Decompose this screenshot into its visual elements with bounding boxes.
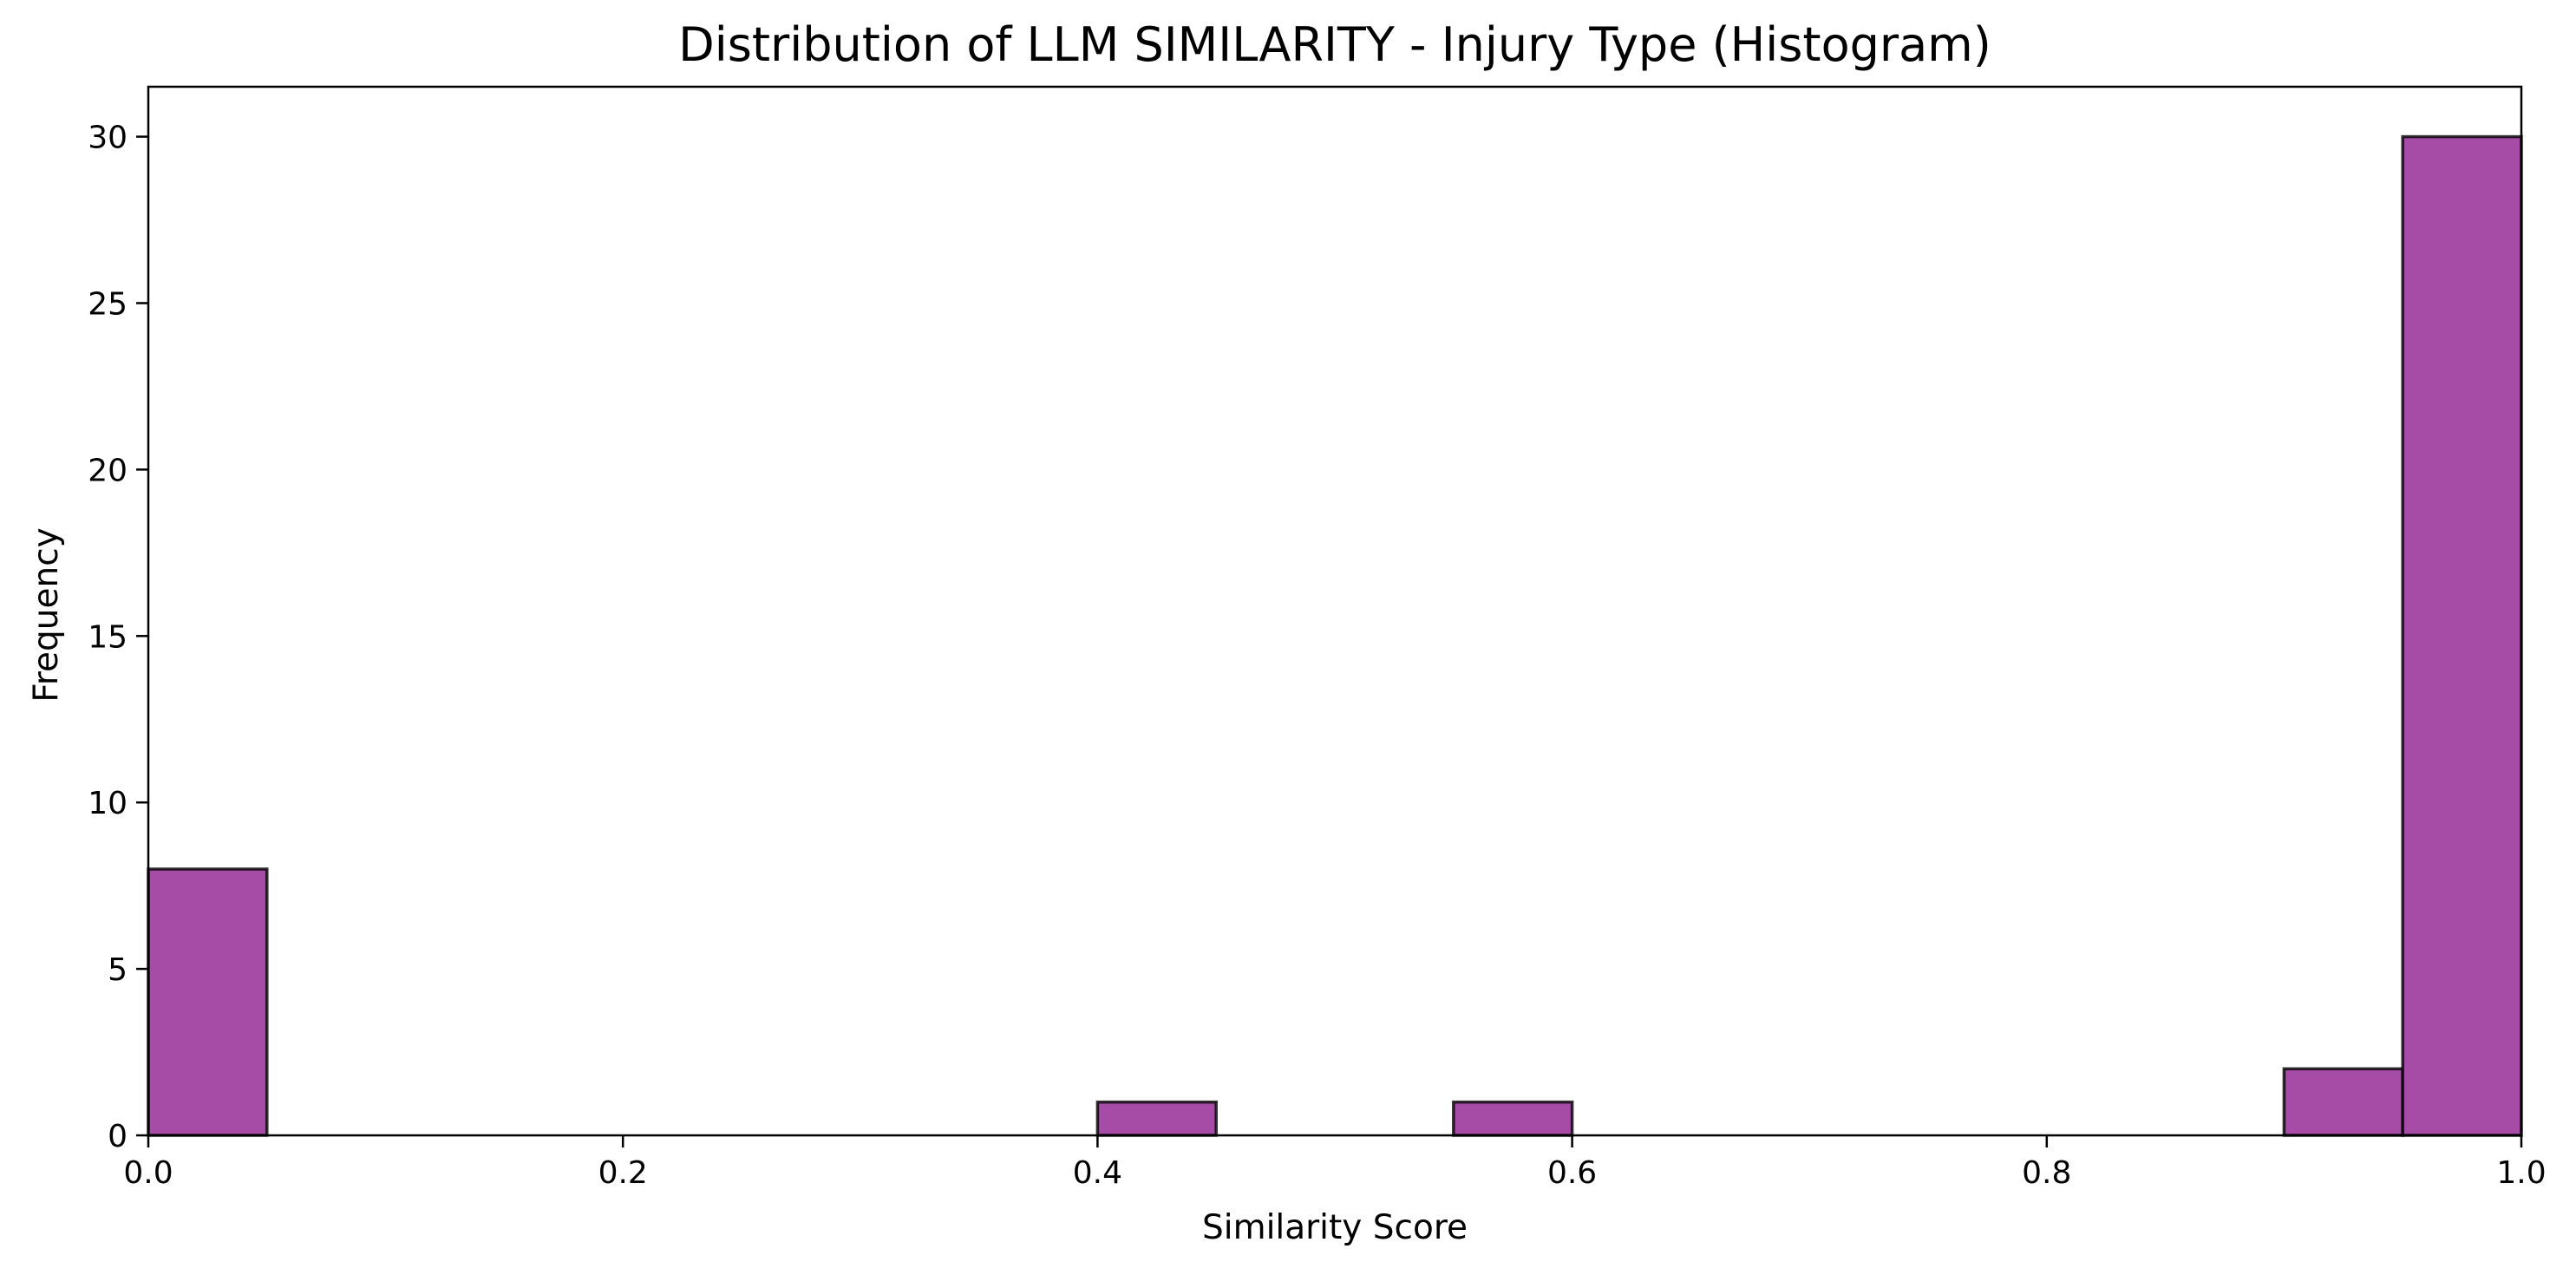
- y-axis: 0 5 10 15 20 25 30: [88, 121, 148, 1154]
- histogram-bar-3: [2282, 1067, 2404, 1137]
- x-axis-label: Similarity Score: [1202, 1208, 1468, 1247]
- x-tick-label-2: 0.4: [1073, 1155, 1122, 1191]
- y-tick-label-6: 30: [88, 121, 127, 156]
- histogram-bar-1: [1095, 1100, 1218, 1137]
- y-tick-label-1: 5: [108, 952, 127, 988]
- x-axis: 0.0 0.2 0.4 0.6 0.8 1.0: [123, 1135, 2547, 1191]
- bars-group: [147, 134, 2523, 1137]
- histogram-bar-4: [2401, 134, 2523, 1137]
- y-axis-label: Frequency: [27, 527, 66, 702]
- y-tick-label-3: 15: [88, 619, 127, 655]
- y-tick-label-0: 0: [108, 1119, 127, 1154]
- x-tick-label-0: 0.0: [123, 1155, 173, 1191]
- y-tick-label-2: 10: [88, 786, 127, 821]
- plot-frame: [147, 85, 2523, 1137]
- x-tick-label-1: 0.2: [598, 1155, 648, 1191]
- x-tick-label-4: 0.8: [2022, 1155, 2071, 1191]
- histogram-bar-0: [147, 867, 269, 1137]
- y-tick-label-5: 25: [88, 286, 127, 322]
- x-tick-label-5: 1.0: [2496, 1155, 2546, 1191]
- y-tick-label-4: 20: [88, 453, 127, 488]
- histogram-bar-2: [1452, 1100, 1574, 1137]
- x-tick-label-3: 0.6: [1547, 1155, 1597, 1191]
- chart-title: Distribution of LLM SIMILARITY - Injury …: [678, 17, 1991, 72]
